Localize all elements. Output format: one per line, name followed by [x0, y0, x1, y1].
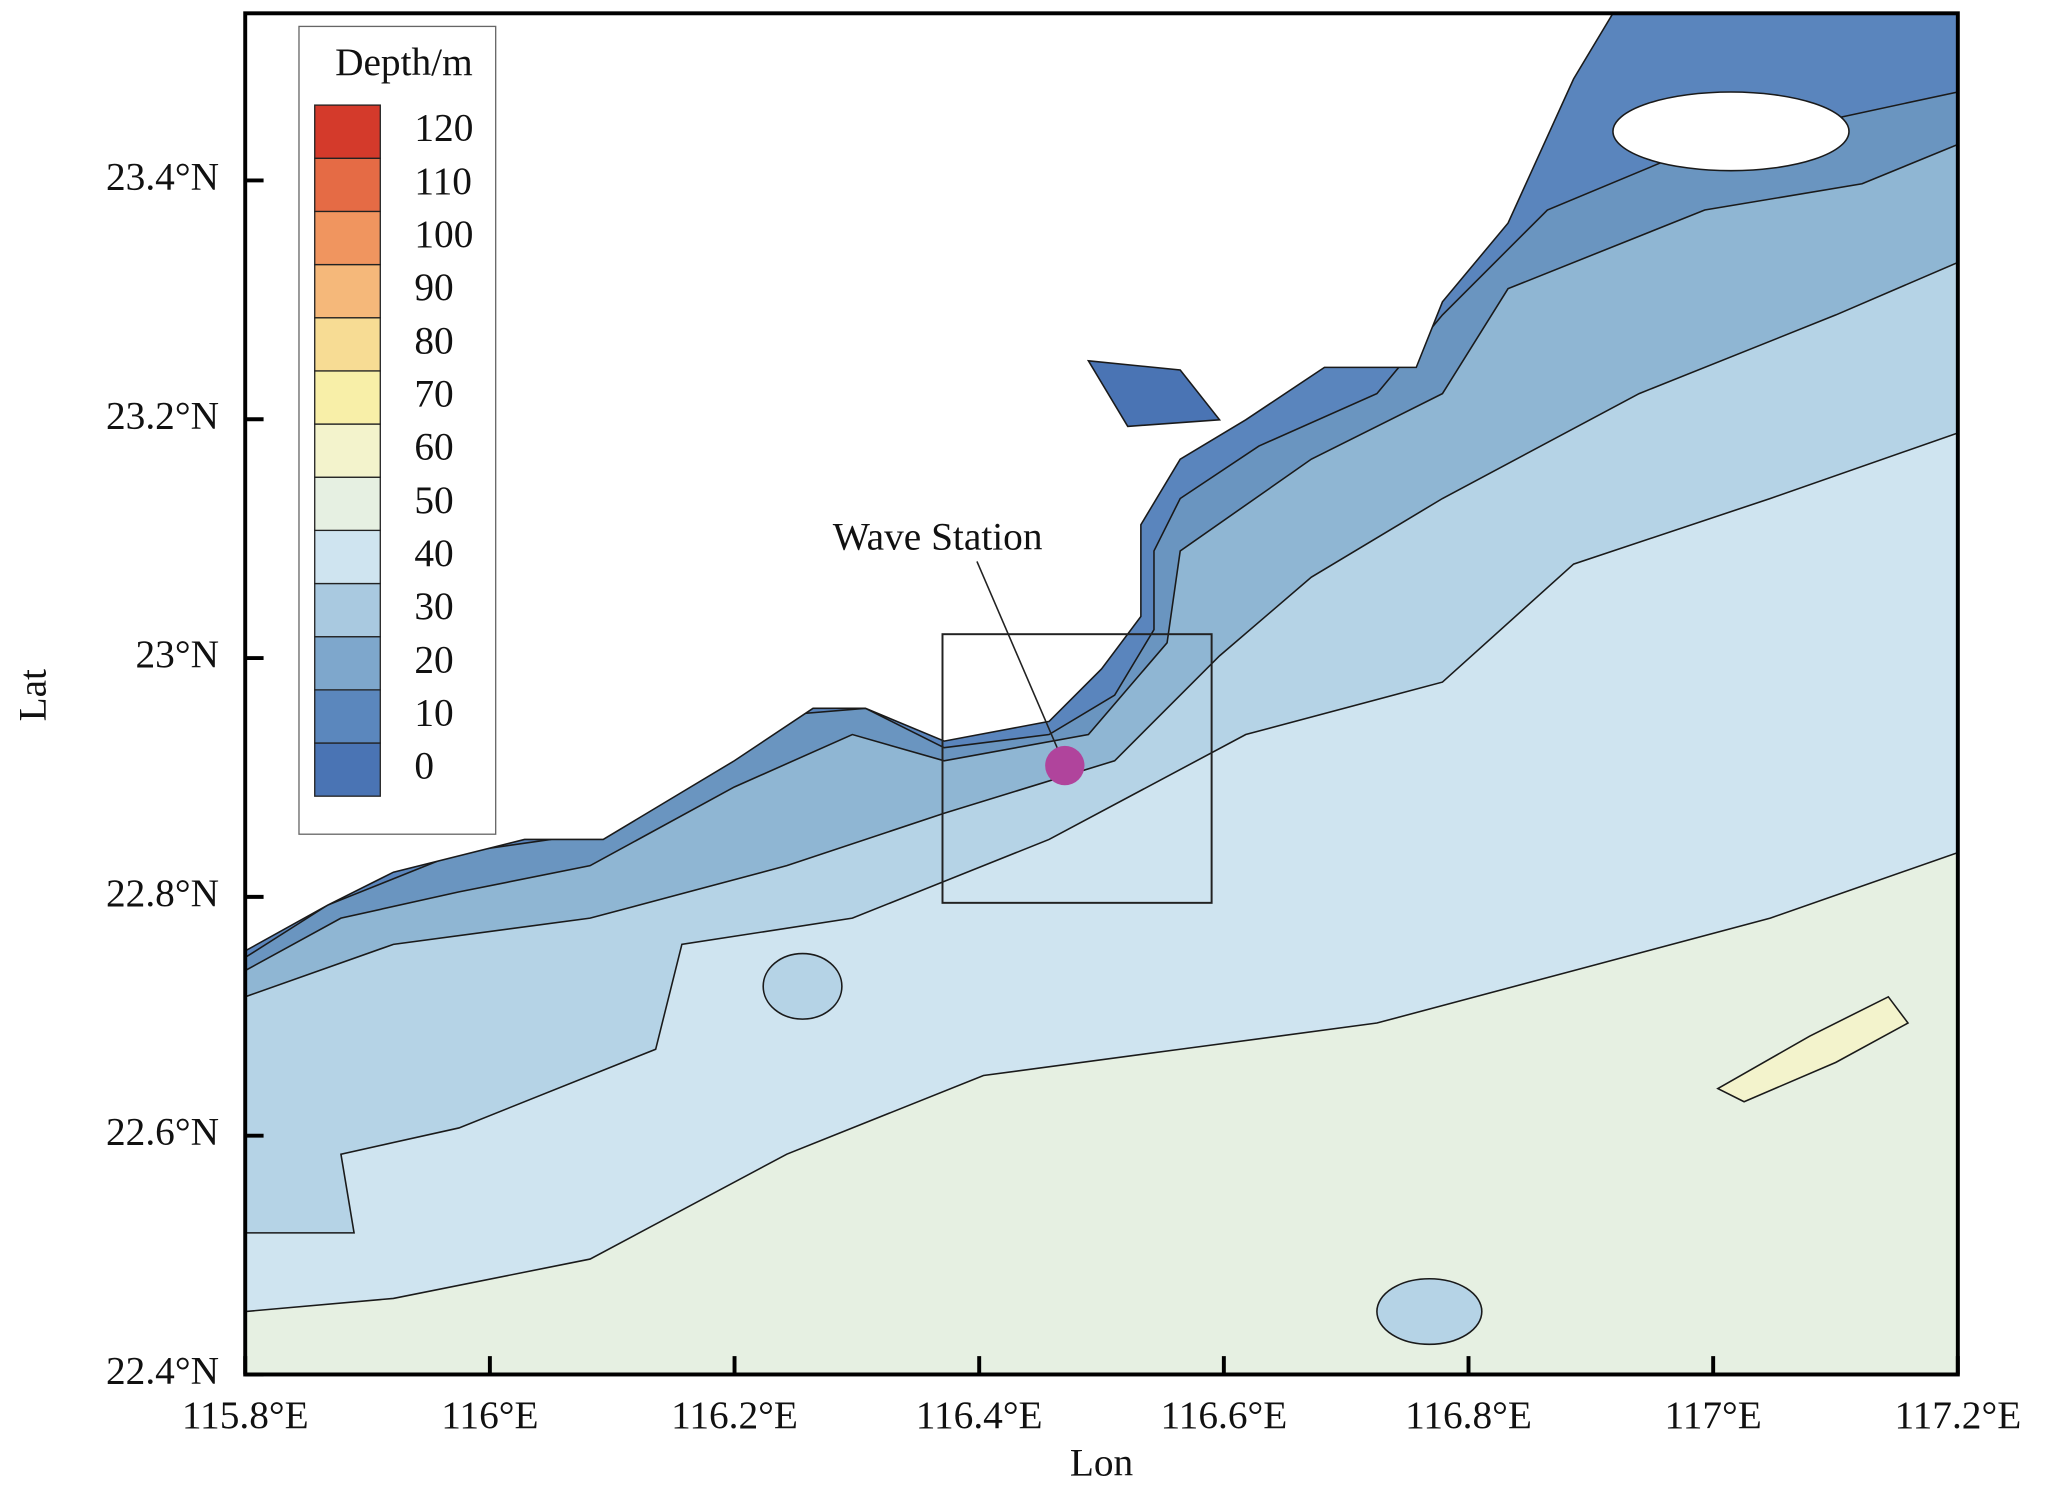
y-tick-label: 22.4°N — [106, 1349, 219, 1393]
colorbar-swatch — [314, 529, 381, 585]
colorbar-swatch — [314, 104, 381, 159]
x-tick-label: 117.2°E — [1894, 1393, 2021, 1437]
x-tick-label: 115.8°E — [182, 1393, 309, 1437]
y-tick-label: 23°N — [136, 632, 219, 676]
colorbar-swatch — [314, 263, 381, 319]
colorbar-label: 100 — [414, 212, 473, 256]
colorbar-swatch — [314, 210, 381, 266]
colorbar-label: 90 — [414, 265, 453, 309]
y-tick-label: 23.2°N — [106, 393, 219, 437]
lake — [1612, 91, 1850, 172]
colorbar-label: 0 — [414, 744, 434, 788]
x-tick-label: 116.4°E — [916, 1393, 1043, 1437]
colorbar-label: 50 — [414, 478, 453, 522]
bathymetry — [245, 13, 1958, 1375]
colorbar-title: Depth/m — [335, 40, 473, 84]
colorbar-swatch — [314, 317, 381, 372]
colorbar-label: 30 — [414, 584, 453, 628]
colorbar-swatch — [314, 423, 381, 478]
y-axis-title: Lat — [11, 669, 55, 721]
x-tick-label: 116°E — [441, 1393, 538, 1437]
x-tick-label: 116.2°E — [671, 1393, 798, 1437]
leader-line — [976, 561, 1066, 766]
estuary — [1086, 359, 1222, 428]
colorbar-swatch — [314, 582, 381, 638]
colorbar-swatch — [314, 370, 381, 425]
x-axis-title: Lon — [1070, 1440, 1134, 1484]
land — [245, 13, 1614, 952]
y-tick-label: 23.4°N — [106, 154, 219, 198]
colorbar-label: 10 — [414, 690, 453, 734]
colorbar-label: 20 — [414, 637, 453, 681]
colorbar-label: 80 — [414, 318, 453, 362]
y-tick-label: 22.8°N — [106, 871, 219, 915]
colorbar-swatch — [314, 689, 381, 744]
colorbar-label: 70 — [414, 372, 453, 416]
colorbar-label: 120 — [414, 106, 473, 150]
colorbar-label: 40 — [414, 531, 453, 575]
colorbar-swatch — [314, 742, 381, 797]
shoal — [1716, 995, 1910, 1103]
x-tick-label: 117°E — [1665, 1393, 1762, 1437]
colorbar-swatch — [314, 636, 381, 691]
colorbar-swatch — [314, 157, 381, 213]
colorbar-label: 60 — [414, 425, 453, 469]
depth-patch — [762, 952, 843, 1020]
plot-frame — [243, 11, 1960, 1377]
wave-station — [1045, 745, 1085, 786]
y-tick-label: 22.6°N — [106, 1110, 219, 1154]
colorbar-label: 110 — [414, 159, 472, 203]
colorbar-swatch — [314, 476, 381, 532]
study-box — [941, 633, 1213, 904]
x-tick-label: 116.6°E — [1160, 1393, 1287, 1437]
x-tick-label: 116.8°E — [1405, 1393, 1532, 1437]
station-label: Wave Station — [833, 514, 1043, 558]
depth-patch — [1376, 1277, 1483, 1346]
